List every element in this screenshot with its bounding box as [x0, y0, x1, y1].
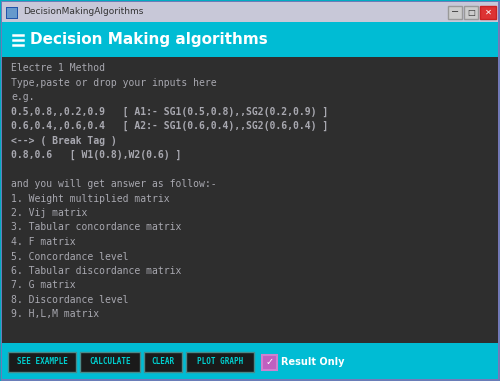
Bar — [2, 57, 498, 343]
Text: 4. F matrix: 4. F matrix — [11, 237, 76, 247]
Text: <--> ( Break Tag ): <--> ( Break Tag ) — [11, 136, 117, 146]
Bar — [144, 352, 182, 372]
Text: SEE EXAMPLE: SEE EXAMPLE — [16, 357, 68, 367]
Bar — [480, 6, 496, 19]
Bar — [448, 6, 462, 19]
Text: and you will get answer as follow:-: and you will get answer as follow:- — [11, 179, 216, 189]
Bar — [7, 8, 17, 18]
Bar — [2, 22, 498, 57]
Text: 3. Tabular concordance matrix: 3. Tabular concordance matrix — [11, 223, 181, 232]
Text: DecisionMakingAlgorithms: DecisionMakingAlgorithms — [23, 8, 144, 16]
Text: ✓: ✓ — [266, 357, 274, 368]
Text: 2. Vij matrix: 2. Vij matrix — [11, 208, 88, 218]
Text: e.g.: e.g. — [11, 92, 34, 102]
Text: ✕: ✕ — [484, 8, 492, 17]
Text: 6. Tabular discordance matrix: 6. Tabular discordance matrix — [11, 266, 181, 276]
Bar — [80, 352, 140, 372]
Text: 0.5,0.8,,0.2,0.9   [ A1:- SG1(0.5,0.8),,SG2(0.2,0.9) ]: 0.5,0.8,,0.2,0.9 [ A1:- SG1(0.5,0.8),,SG… — [11, 107, 328, 117]
Text: Type,paste or drop your inputs here: Type,paste or drop your inputs here — [11, 77, 216, 88]
Text: 1. Weight multiplied matrix: 1. Weight multiplied matrix — [11, 194, 170, 203]
Text: 0.8,0.6   [ W1(0.8),W2(0.6) ]: 0.8,0.6 [ W1(0.8),W2(0.6) ] — [11, 150, 181, 160]
Bar — [2, 2, 498, 22]
Text: 0.6,0.4,,0.6,0.4   [ A2:- SG1(0.6,0.4),,SG2(0.6,0.4) ]: 0.6,0.4,,0.6,0.4 [ A2:- SG1(0.6,0.4),,SG… — [11, 121, 328, 131]
Text: PLOT GRAPH: PLOT GRAPH — [197, 357, 243, 367]
Text: 7. G matrix: 7. G matrix — [11, 280, 76, 290]
Text: □: □ — [467, 8, 475, 17]
Bar — [8, 352, 76, 372]
Bar — [2, 343, 498, 379]
Bar — [262, 355, 277, 370]
Text: Decision Making algorithms: Decision Making algorithms — [30, 32, 268, 47]
Bar — [464, 6, 478, 19]
Text: 9. H,L,M matrix: 9. H,L,M matrix — [11, 309, 99, 320]
Text: 5. Concordance level: 5. Concordance level — [11, 251, 128, 261]
Text: Result Only: Result Only — [281, 357, 344, 367]
Text: 8. Discordance level: 8. Discordance level — [11, 295, 128, 305]
Bar — [186, 352, 254, 372]
Text: CLEAR: CLEAR — [152, 357, 174, 367]
Text: Electre 1 Method: Electre 1 Method — [11, 63, 105, 73]
Text: −: − — [451, 8, 459, 18]
Bar — [6, 7, 18, 19]
Text: CALCULATE: CALCULATE — [89, 357, 131, 367]
